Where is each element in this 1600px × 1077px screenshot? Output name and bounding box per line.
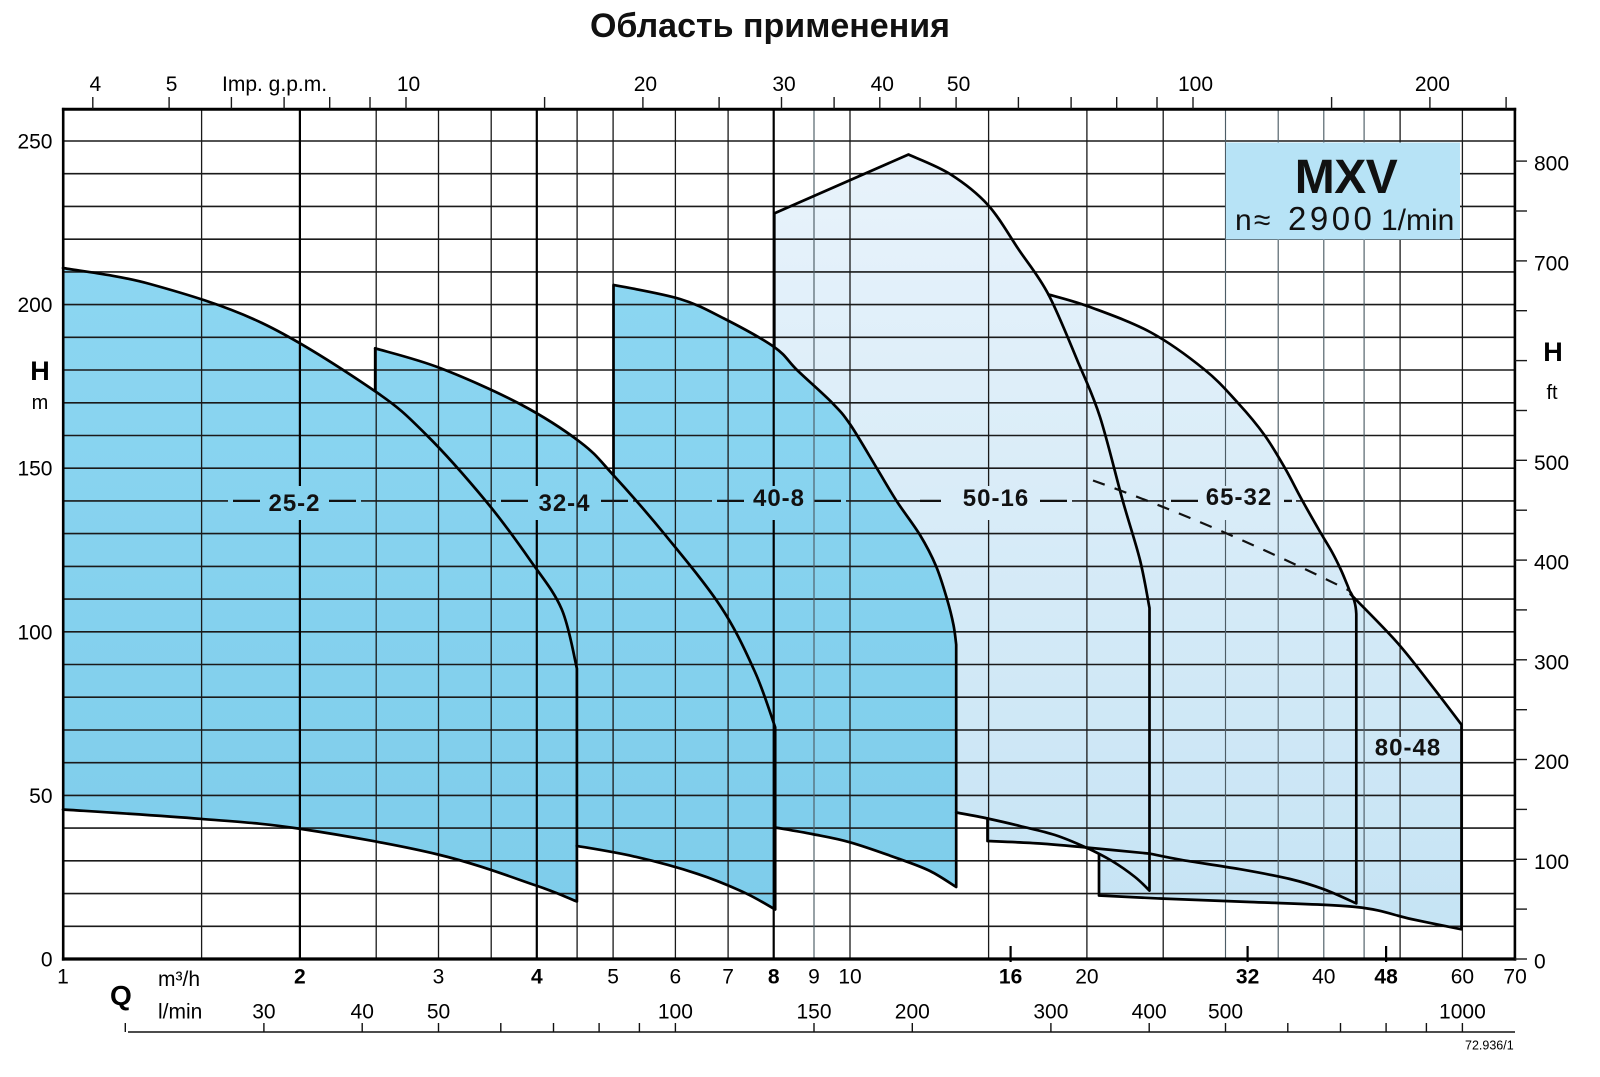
svg-text:500: 500 — [1208, 1001, 1243, 1024]
svg-text:m: m — [32, 392, 49, 414]
svg-text:100: 100 — [1534, 851, 1569, 874]
svg-text:100: 100 — [17, 621, 52, 644]
svg-text:30: 30 — [252, 1001, 275, 1024]
svg-text:0: 0 — [41, 949, 53, 972]
svg-text:200: 200 — [1534, 751, 1569, 774]
svg-text:800: 800 — [1534, 153, 1569, 176]
svg-text:5: 5 — [607, 965, 619, 988]
svg-text:m³/h: m³/h — [158, 968, 200, 991]
svg-text:50: 50 — [947, 73, 970, 96]
svg-text:50: 50 — [427, 1001, 450, 1024]
svg-text:65-32: 65-32 — [1206, 484, 1272, 511]
svg-text:0: 0 — [1534, 951, 1546, 974]
svg-text:16: 16 — [999, 965, 1022, 988]
svg-text:72.936/1: 72.936/1 — [1465, 1039, 1514, 1053]
svg-text:48: 48 — [1374, 965, 1398, 988]
svg-text:40-8: 40-8 — [753, 485, 805, 512]
svg-text:Imp. g.p.m.: Imp. g.p.m. — [222, 73, 327, 96]
svg-text:2: 2 — [294, 965, 306, 988]
svg-text:32: 32 — [1236, 965, 1259, 988]
svg-text:100: 100 — [658, 1001, 693, 1024]
svg-text:30: 30 — [772, 73, 795, 96]
svg-text:60: 60 — [1451, 965, 1474, 988]
svg-text:Область применения: Область применения — [590, 7, 950, 45]
svg-text:n: n — [1235, 204, 1252, 237]
svg-text:70: 70 — [1503, 965, 1526, 988]
svg-text:250: 250 — [17, 131, 52, 154]
svg-text:≈: ≈ — [1254, 204, 1270, 237]
svg-text:5: 5 — [166, 73, 178, 96]
svg-text:Q: Q — [110, 980, 132, 1011]
svg-text:2900: 2900 — [1288, 200, 1375, 237]
svg-text:150: 150 — [796, 1001, 831, 1024]
svg-text:80-48: 80-48 — [1375, 735, 1441, 762]
svg-text:700: 700 — [1534, 252, 1569, 275]
svg-text:4: 4 — [89, 73, 101, 96]
svg-text:40: 40 — [871, 73, 894, 96]
svg-text:50-16: 50-16 — [963, 485, 1029, 512]
svg-text:1: 1 — [57, 965, 69, 988]
svg-text:300: 300 — [1534, 651, 1569, 674]
svg-text:20: 20 — [1075, 965, 1098, 988]
svg-text:25-2: 25-2 — [268, 490, 320, 517]
svg-text:3: 3 — [433, 965, 445, 988]
svg-text:20: 20 — [634, 73, 657, 96]
svg-text:7: 7 — [722, 965, 734, 988]
svg-text:100: 100 — [1178, 73, 1213, 96]
svg-text:H: H — [30, 356, 50, 386]
svg-text:32-4: 32-4 — [538, 490, 590, 517]
svg-text:9: 9 — [808, 965, 820, 988]
svg-text:MXV: MXV — [1295, 151, 1398, 204]
svg-text:l/min: l/min — [158, 1001, 202, 1024]
svg-text:6: 6 — [670, 965, 682, 988]
svg-text:1000: 1000 — [1439, 1001, 1486, 1024]
svg-text:10: 10 — [397, 73, 420, 96]
svg-text:400: 400 — [1534, 552, 1569, 575]
svg-text:400: 400 — [1132, 1001, 1167, 1024]
svg-text:200: 200 — [1415, 73, 1450, 96]
svg-text:4: 4 — [531, 965, 543, 988]
svg-text:8: 8 — [768, 965, 780, 988]
svg-text:200: 200 — [895, 1001, 930, 1024]
svg-text:300: 300 — [1033, 1001, 1068, 1024]
svg-text:200: 200 — [17, 294, 52, 317]
svg-text:50: 50 — [29, 785, 52, 808]
svg-text:H: H — [1543, 337, 1563, 367]
svg-text:10: 10 — [838, 965, 861, 988]
svg-text:150: 150 — [17, 458, 52, 481]
svg-text:1/min: 1/min — [1381, 204, 1454, 237]
svg-text:40: 40 — [1312, 965, 1335, 988]
svg-text:40: 40 — [351, 1001, 374, 1024]
svg-text:500: 500 — [1534, 452, 1569, 475]
svg-text:ft: ft — [1546, 382, 1558, 404]
